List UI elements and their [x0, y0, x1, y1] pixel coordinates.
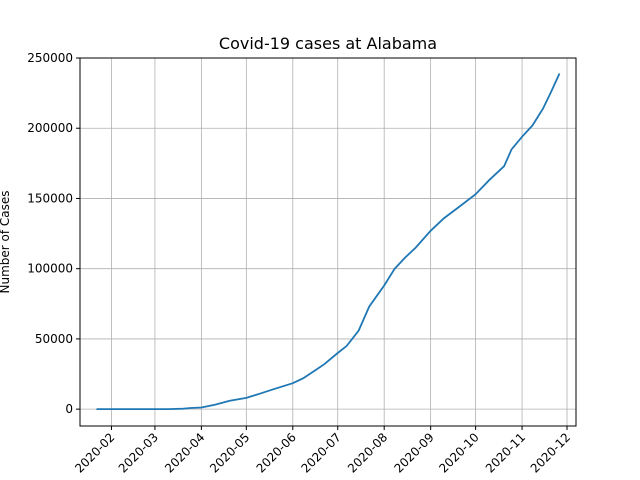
x-tick-label: 2020-06 [254, 430, 299, 475]
x-tick-label: 2020-08 [345, 430, 390, 475]
series-line [96, 73, 561, 410]
y-tick-label: 200000 [27, 121, 73, 135]
x-tick-label: 2020-03 [116, 430, 161, 475]
y-tick-label: 100000 [27, 262, 73, 276]
x-tick-label: 2020-04 [162, 430, 207, 475]
x-tick-label: 2020-12 [528, 430, 573, 475]
y-tick-label: 150000 [27, 191, 73, 205]
x-tick-label: 2020-07 [299, 430, 344, 475]
grid-lines [80, 57, 576, 426]
x-tick-label: 2020-05 [207, 430, 252, 475]
y-axis: 0 50000 100000 150000 200000 250000 [27, 51, 80, 416]
plot-frame [79, 57, 577, 427]
x-tick-label: 2020-02 [72, 430, 117, 475]
x-tick-label: 2020-11 [483, 430, 528, 475]
x-tick-label: 2020-09 [391, 430, 436, 475]
y-axis-label: Number of Cases [0, 190, 12, 293]
x-tick-label: 2020-10 [436, 430, 481, 475]
chart-title: Covid-19 cases at Alabama [219, 34, 437, 53]
y-tick-label: 250000 [27, 51, 73, 65]
y-tick-label: 50000 [35, 332, 73, 346]
y-tick-label: 0 [65, 402, 73, 416]
